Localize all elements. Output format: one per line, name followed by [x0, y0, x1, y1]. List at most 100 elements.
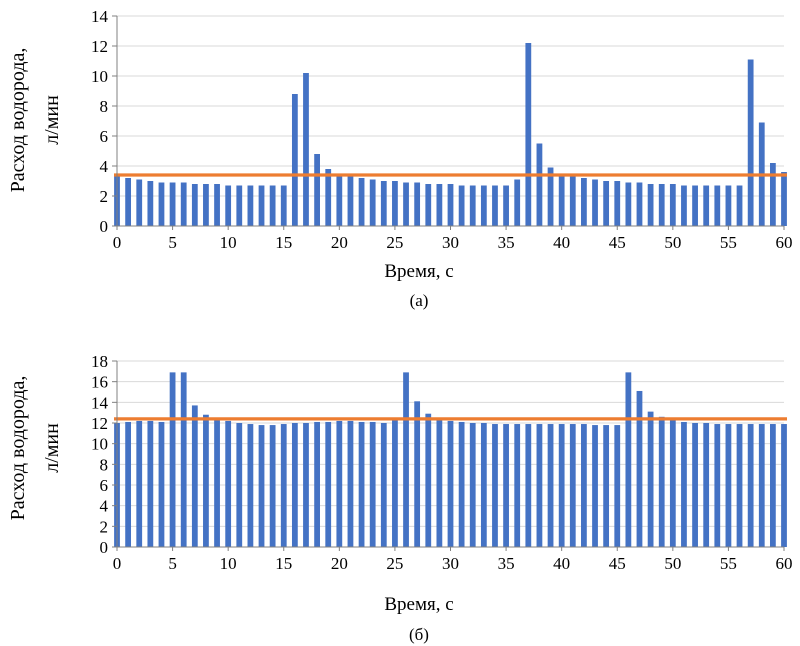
chart-a-x-tick-label: 45 — [609, 233, 626, 252]
chart-b-bar — [525, 424, 532, 547]
chart-b-bar — [247, 424, 254, 547]
chart-b-bar — [258, 425, 265, 547]
chart-b-ylabel-line1: Расход водорода, — [7, 376, 29, 521]
chart-a-bar — [136, 179, 143, 226]
chart-a-bar — [569, 176, 576, 226]
chart-a-bar — [225, 185, 232, 226]
chart-a-bar — [258, 185, 265, 226]
chart-a-bar — [614, 181, 621, 226]
chart-b-bar — [547, 424, 554, 547]
chart-a-y-tick-label: 14 — [91, 7, 109, 26]
chart-b-y-tick-label: 4 — [100, 497, 109, 516]
chart-b-y-tick-label: 16 — [91, 373, 108, 392]
chart-a-x-tick-label: 15 — [275, 233, 292, 252]
chart-a-bar — [525, 43, 532, 226]
chart-a-bar — [658, 184, 665, 226]
chart-b-bar — [747, 424, 754, 547]
chart-a-bar — [592, 179, 598, 226]
chart-a-bar — [636, 182, 643, 226]
chart-b-bar — [191, 405, 198, 547]
chart-b-bar — [614, 425, 621, 547]
chart-b-bar — [203, 414, 209, 547]
chart-a-bar — [214, 184, 220, 226]
chart-a-bar — [581, 178, 587, 226]
chart-b-x-tick-label: 30 — [442, 554, 459, 573]
chart-b-bar — [681, 421, 687, 547]
chart-b-bar — [291, 423, 298, 547]
chart-a-x-tick-label: 60 — [776, 233, 793, 252]
chart-b-y-tick-label: 2 — [100, 517, 109, 536]
chart-b-y-tick-label: 18 — [91, 352, 108, 371]
chart-a-bar — [325, 169, 332, 226]
chart-a-caption: (а) — [410, 291, 429, 310]
chart-a-bar — [725, 185, 732, 226]
chart-a-bar — [191, 184, 198, 226]
chart-b-y-tick-label: 0 — [100, 538, 109, 557]
chart-a-bar — [169, 182, 176, 226]
chart-b-x-tick-label: 55 — [720, 554, 737, 573]
chart-b-bar — [569, 424, 576, 547]
chart-a-bar — [558, 173, 565, 226]
chart-b-x-tick-label: 0 — [113, 554, 122, 573]
chart-b-bar — [180, 372, 187, 547]
chart-a-y-tick-label: 4 — [100, 157, 109, 176]
chart-a-bar — [347, 176, 354, 226]
chart-a-bar — [714, 185, 721, 226]
chart-b-y-tick-label: 8 — [100, 455, 109, 474]
chart-a-bar — [158, 182, 165, 226]
chart-a-bar — [269, 185, 276, 226]
chart-a-x-tick-label: 25 — [386, 233, 403, 252]
chart-a-y-ticks: 0 2 4 6 8 10 12 14 — [91, 7, 117, 236]
chart-a-ylabel-line2: л/мин — [41, 95, 63, 145]
chart-a-xlabel: Время, с — [384, 261, 453, 282]
chart-b-y-tick-label: 10 — [91, 435, 108, 454]
chart-b-bar — [414, 401, 421, 547]
chart-a-bar — [503, 185, 509, 226]
chart-b-bar — [280, 424, 287, 547]
chart-a-y-tick-label: 6 — [100, 127, 109, 146]
chart-a-bar — [681, 185, 687, 226]
chart-a-bar — [403, 182, 409, 226]
chart-a-x-tick-label: 55 — [720, 233, 737, 252]
chart-a-bar — [469, 185, 476, 226]
chart-b-bar — [369, 421, 376, 547]
chart-b-bars — [114, 372, 787, 547]
chart-a-bar — [692, 185, 698, 226]
chart-b-bar — [358, 421, 365, 547]
chart-b-bar — [347, 420, 354, 547]
chart-b-x-tick-label: 50 — [664, 554, 681, 573]
chart-b-x-tick-label: 20 — [331, 554, 348, 573]
chart-b-bar — [714, 424, 721, 547]
chart-b-bar — [147, 420, 154, 547]
chart-a-bar — [736, 185, 743, 226]
chart-b-bar — [314, 421, 320, 547]
chart-b-bar — [392, 418, 398, 547]
chart-a-gridlines — [117, 15, 784, 197]
chart-b-bar — [336, 420, 343, 547]
chart-a-y-tick-label: 12 — [91, 37, 108, 56]
chart-b-x-tick-label: 10 — [220, 554, 237, 573]
chart-b-x-tick-label: 25 — [386, 554, 403, 573]
chart-a-bar — [369, 179, 376, 226]
chart-b-bar — [503, 424, 509, 547]
chart-b-x-tick-label: 15 — [275, 554, 292, 573]
chart-b-ylabel-line2: л/мин — [41, 423, 63, 473]
chart-a-bar — [336, 175, 343, 226]
chart-a-bar — [458, 185, 465, 226]
chart-b-bar — [458, 421, 465, 547]
chart-a-bar — [480, 185, 487, 226]
chart-a-bar — [147, 181, 154, 226]
chart-b-bar — [647, 411, 654, 547]
chart-b-x-tick-label: 35 — [498, 554, 515, 573]
chart-a-x-tick-label: 20 — [331, 233, 348, 252]
chart-b-bar — [169, 372, 176, 547]
chart-b-bar — [703, 423, 710, 547]
chart-a-bar — [492, 185, 498, 226]
chart-b-bar — [158, 421, 165, 547]
chart-b-bar — [669, 419, 676, 547]
chart-b-bar — [781, 424, 787, 547]
chart-b-bar — [125, 421, 132, 547]
